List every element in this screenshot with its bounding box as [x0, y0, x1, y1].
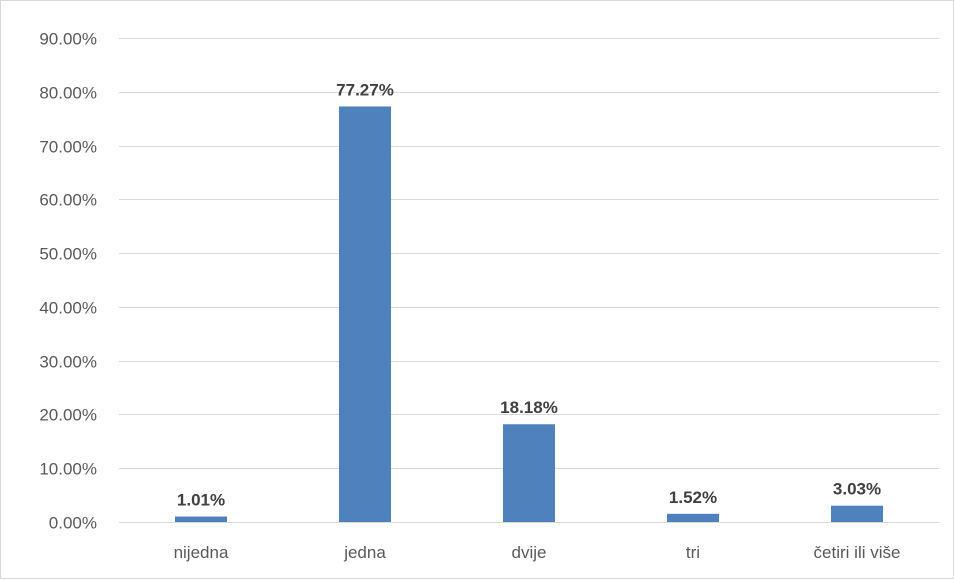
y-tick-label: 40.00% [39, 299, 97, 318]
x-tick-label: nijedna [174, 543, 229, 562]
y-tick-label: 70.00% [39, 138, 97, 157]
y-tick-label: 0.00% [49, 514, 97, 533]
x-tick-label: četiri ili više [814, 543, 901, 562]
bar-4 [667, 513, 719, 522]
data-label: 3.03% [833, 480, 881, 499]
y-tick-label: 50.00% [39, 245, 97, 264]
x-tick-label: jedna [343, 543, 386, 562]
x-tick-label: dvije [512, 543, 547, 562]
y-tick-label: 80.00% [39, 84, 97, 103]
data-label: 1.01% [177, 491, 225, 510]
bar-1 [175, 516, 227, 522]
data-label: 18.18% [500, 398, 558, 417]
y-tick-label: 20.00% [39, 406, 97, 425]
bar-5 [831, 505, 883, 522]
bars [175, 106, 883, 523]
y-tick-label: 10.00% [39, 460, 97, 479]
data-label: 77.27% [336, 80, 394, 99]
y-tick-label: 30.00% [39, 353, 97, 372]
y-axis: 0.00% 10.00% 20.00% 30.00% 40.00% 50.00% 60.00… [39, 30, 97, 533]
x-tick-label: tri [686, 543, 700, 562]
gridlines [119, 38, 939, 523]
y-tick-label: 60.00% [39, 191, 97, 210]
data-labels: 1.01% 77.27% 18.18% 1.52% 3.03% [177, 80, 881, 509]
bar-3 [503, 424, 555, 522]
y-tick-label: 90.00% [39, 30, 97, 49]
data-label: 1.52% [669, 488, 717, 507]
x-axis: nijedna jedna dvije tri četiri ili više [174, 543, 901, 562]
bar-2 [339, 106, 391, 523]
